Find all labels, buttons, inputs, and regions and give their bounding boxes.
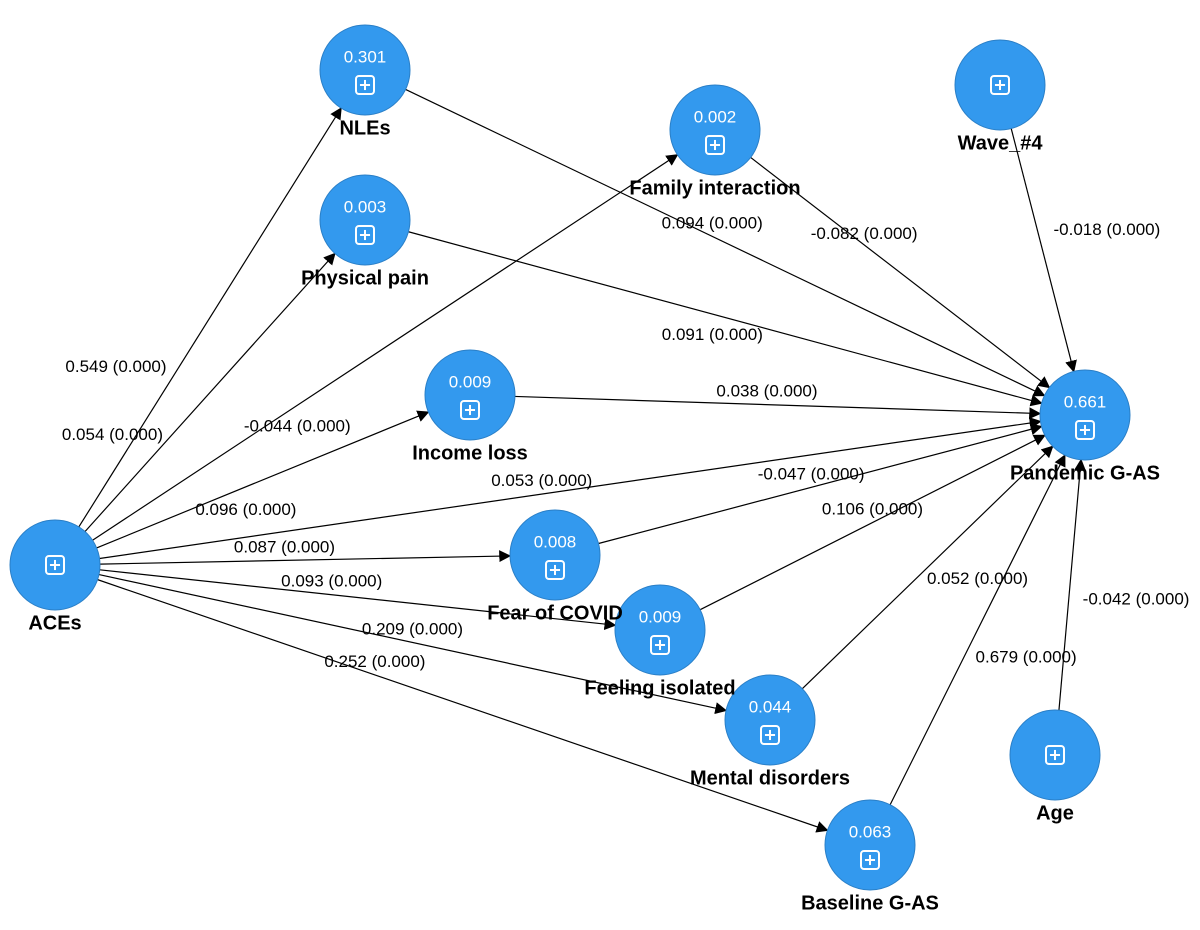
node-label-baseline: Baseline G-AS	[801, 893, 939, 915]
edge-label-aces-fear: 0.087 (0.000)	[234, 537, 335, 556]
edge-label-wave-pandemic: -0.018 (0.000)	[1053, 220, 1160, 239]
edge-aces-pain	[85, 253, 335, 531]
edge-label-aces-pandemic: 0.053 (0.000)	[491, 471, 592, 490]
node-label-pandemic: Pandemic G-AS	[1010, 463, 1160, 485]
path-diagram: 0.301 0.003 0.002 0.009 0.008 0.009 0.044 0.063…	[0, 0, 1200, 930]
node-value-family: 0.002	[694, 107, 737, 126]
node-value-income: 0.009	[449, 372, 492, 391]
node-pandemic: 0.661	[1040, 370, 1130, 460]
node-label-age: Age	[1036, 803, 1074, 825]
edge-label-age-pandemic: -0.042 (0.000)	[1083, 590, 1190, 609]
node-value-pandemic: 0.661	[1064, 392, 1107, 411]
edge-fear-pandemic	[599, 426, 1042, 543]
node-aces	[10, 520, 100, 610]
edge-label-aces-pain: 0.054 (0.000)	[62, 425, 163, 444]
edge-label-aces-nles: 0.549 (0.000)	[65, 357, 166, 376]
node-label-mental: Mental disorders	[690, 768, 850, 790]
node-mental: 0.044	[725, 675, 815, 765]
node-label-pain: Physical pain	[301, 268, 429, 290]
edge-label-income-pandemic: 0.038 (0.000)	[716, 382, 817, 401]
node-pain: 0.003	[320, 175, 410, 265]
node-label-family: Family interaction	[629, 178, 800, 200]
node-label-wave: Wave_#4	[958, 133, 1044, 155]
edge-aces-fear	[100, 556, 510, 564]
node-label-income: Income loss	[412, 443, 528, 465]
node-family: 0.002	[670, 85, 760, 175]
node-isolated: 0.009	[615, 585, 705, 675]
edge-label-aces-mental: 0.209 (0.000)	[362, 620, 463, 639]
edge-wave-pandemic	[1011, 129, 1074, 372]
node-baseline: 0.063	[825, 800, 915, 890]
edge-label-isolated-pandemic: 0.106 (0.000)	[822, 500, 923, 519]
node-nles: 0.301	[320, 25, 410, 115]
node-label-aces: ACEs	[28, 613, 81, 635]
edge-label-mental-pandemic: 0.052 (0.000)	[927, 569, 1028, 588]
edges-layer	[79, 89, 1081, 830]
nodes-layer: 0.301 0.003 0.002 0.009 0.008 0.009 0.044 0.063…	[10, 25, 1130, 890]
edge-label-nles-pandemic: 0.094 (0.000)	[662, 213, 763, 232]
edge-label-pain-pandemic: 0.091 (0.000)	[662, 325, 763, 344]
node-value-mental: 0.044	[749, 697, 792, 716]
node-wave	[955, 40, 1045, 130]
edge-label-family-pandemic: -0.082 (0.000)	[811, 224, 918, 243]
node-value-fear: 0.008	[534, 532, 577, 551]
node-income: 0.009	[425, 350, 515, 440]
edge-label-baseline-pandemic: 0.679 (0.000)	[976, 647, 1077, 666]
edge-label-aces-baseline: 0.252 (0.000)	[324, 652, 425, 671]
node-age	[1010, 710, 1100, 800]
node-label-isolated: Feeling isolated	[584, 678, 735, 700]
edge-aces-baseline	[98, 580, 828, 831]
node-label-nles: NLEs	[339, 118, 390, 140]
node-value-nles: 0.301	[344, 47, 387, 66]
node-value-pain: 0.003	[344, 197, 387, 216]
edge-label-aces-isolated: 0.093 (0.000)	[281, 572, 382, 591]
node-value-isolated: 0.009	[639, 607, 682, 626]
node-label-fear: Fear of COVID	[487, 603, 623, 625]
edge-label-fear-pandemic: -0.047 (0.000)	[758, 464, 865, 483]
node-value-baseline: 0.063	[849, 822, 892, 841]
edge-age-pandemic	[1059, 460, 1081, 710]
edge-label-aces-family: -0.044 (0.000)	[244, 416, 351, 435]
node-fear: 0.008	[510, 510, 600, 600]
edge-label-aces-income: 0.096 (0.000)	[195, 500, 296, 519]
labels-layer: 0.549 (0.000) 0.054 (0.000) -0.044 (0.000)…	[28, 118, 1189, 915]
